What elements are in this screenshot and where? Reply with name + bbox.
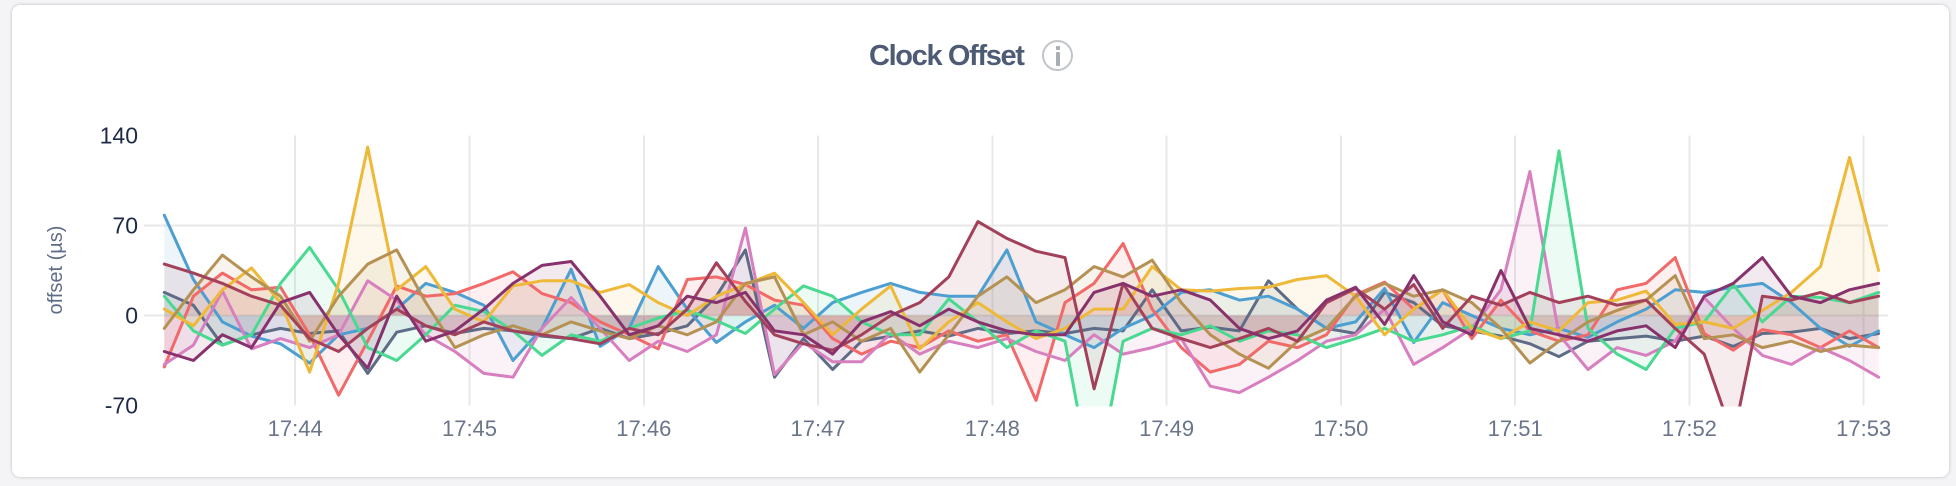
svg-text:-70: -70 — [105, 393, 138, 419]
svg-text:17:49: 17:49 — [1139, 416, 1194, 441]
svg-text:17:44: 17:44 — [268, 416, 323, 441]
svg-text:17:53: 17:53 — [1836, 416, 1891, 441]
svg-text:17:48: 17:48 — [965, 416, 1020, 441]
svg-text:17:46: 17:46 — [616, 416, 671, 441]
svg-text:0: 0 — [125, 303, 138, 329]
svg-text:17:51: 17:51 — [1488, 416, 1543, 441]
svg-text:70: 70 — [112, 213, 138, 239]
svg-text:17:45: 17:45 — [442, 416, 497, 441]
svg-text:17:52: 17:52 — [1662, 416, 1717, 441]
svg-text:17:47: 17:47 — [790, 416, 845, 441]
svg-text:140: 140 — [100, 123, 138, 149]
svg-text:offset (µs): offset (µs) — [45, 226, 67, 315]
svg-text:17:50: 17:50 — [1313, 416, 1368, 441]
